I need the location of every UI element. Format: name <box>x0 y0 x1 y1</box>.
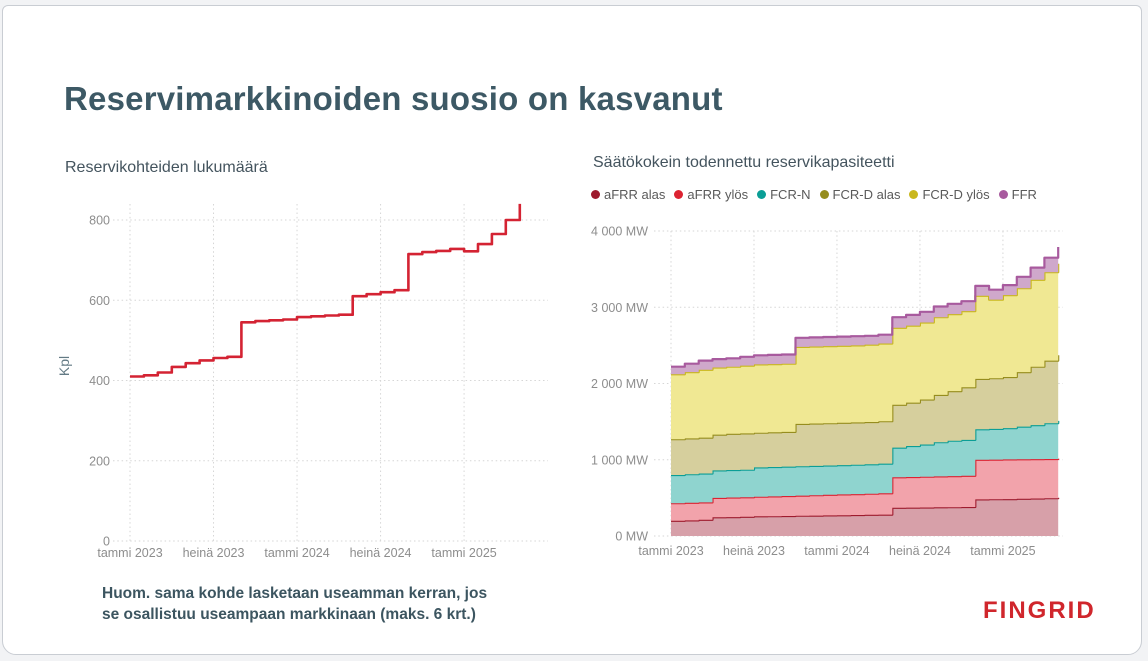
legend-label: FCR-D alas <box>832 187 901 202</box>
svg-text:tammi 2025: tammi 2025 <box>970 544 1035 558</box>
reserve-count-line-chart: 0 200 400 600 800 tammi 2023 heinä 2023 tammi 2… <box>56 203 548 560</box>
footnote-line: se osallistuu useampaan markkinaan (maks… <box>102 606 476 623</box>
legend-item-fcr-n: FCR-N <box>757 187 811 202</box>
svg-text:200: 200 <box>89 454 110 468</box>
svg-text:heinä 2024: heinä 2024 <box>350 546 412 560</box>
legend-label: aFRR alas <box>604 187 666 202</box>
svg-text:0 MW: 0 MW <box>615 530 648 544</box>
page-title: Reservimarkkinoiden suosio on kasvanut <box>64 80 723 117</box>
reserve-capacity-chart-title: Säätökokein todennettu reservikapasiteet… <box>593 154 895 171</box>
svg-text:800: 800 <box>89 214 110 228</box>
reserve-count-chart-title: Reservikohteiden lukumäärä <box>65 159 268 176</box>
legend-item-afrr-alas: aFRR alas <box>591 187 665 202</box>
afrr-yl-s-dot-icon <box>674 190 684 199</box>
svg-text:2 000 MW: 2 000 MW <box>591 377 648 391</box>
footnote-line: Huom. sama kohde lasketaan useamman kerr… <box>102 585 488 602</box>
legend-label: FCR-D ylös <box>922 187 990 202</box>
legend-item-fcr-d-alas: FCR-D alas <box>819 187 901 202</box>
svg-text:0: 0 <box>103 535 110 549</box>
svg-text:Kpl: Kpl <box>56 356 72 376</box>
svg-text:tammi 2024: tammi 2024 <box>804 544 869 558</box>
legend-label: aFRR ylös <box>687 187 749 202</box>
svg-text:heinä 2023: heinä 2023 <box>183 546 245 560</box>
svg-text:3 000 MW: 3 000 MW <box>591 301 648 315</box>
reserve-capacity-legend: aFRR alas aFRR ylös FCR-N FCR-D alas FCR-D y… <box>591 187 1037 202</box>
svg-text:4 000 MW: 4 000 MW <box>591 225 648 239</box>
legend-item-ffr: FFR <box>998 187 1037 202</box>
ffr-dot-icon <box>998 190 1008 199</box>
fcr-d-alas-dot-icon <box>819 190 829 199</box>
legend-label: FFR <box>1011 187 1037 202</box>
legend-item-fcr-d-yl-s: FCR-D ylös <box>909 187 990 202</box>
svg-text:600: 600 <box>89 294 110 308</box>
legend-label: FCR-N <box>770 187 811 202</box>
svg-text:heinä 2024: heinä 2024 <box>889 544 951 558</box>
afrr-alas-dot-icon <box>591 190 600 199</box>
svg-text:tammi 2025: tammi 2025 <box>431 546 496 560</box>
footnote: Huom. sama kohde lasketaan useamman kerr… <box>102 583 487 625</box>
fingrid-logo: FINGRID <box>983 597 1096 624</box>
svg-text:tammi 2024: tammi 2024 <box>264 546 329 560</box>
fcr-n-dot-icon <box>757 190 767 199</box>
legend-item-afrr-yl-s: aFRR ylös <box>674 187 748 202</box>
svg-text:tammi 2023: tammi 2023 <box>638 544 703 558</box>
fcr-d-yl-s-dot-icon <box>909 190 919 199</box>
svg-text:tammi 2023: tammi 2023 <box>97 546 162 560</box>
slide-card: Reservimarkkinoiden suosio on kasvanut R… <box>2 5 1142 655</box>
svg-text:1 000 MW: 1 000 MW <box>591 453 648 467</box>
reserve-capacity-stacked-area-chart: 0 MW 1 000 MW 2 000 MW 3 000 MW 4 000 MW tamm… <box>591 225 1063 558</box>
svg-text:400: 400 <box>89 374 110 388</box>
svg-text:heinä 2023: heinä 2023 <box>723 544 785 558</box>
